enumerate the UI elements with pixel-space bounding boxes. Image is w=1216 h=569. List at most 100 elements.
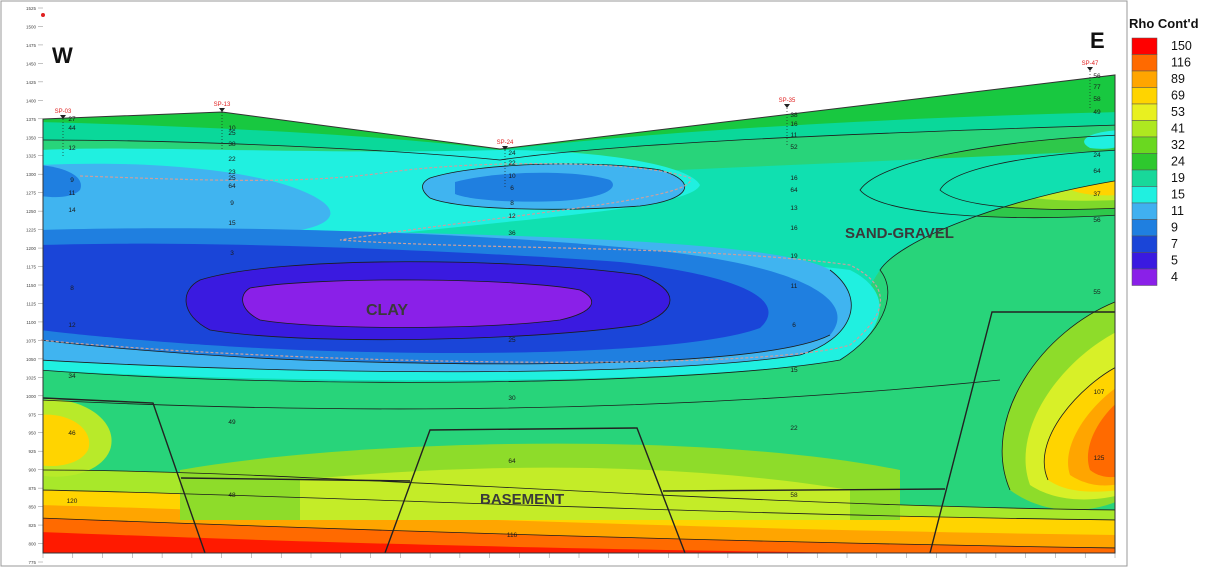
legend-level-label: 116 xyxy=(1171,56,1191,70)
contour-value-label: 44 xyxy=(68,125,76,132)
elevation-tick-label: 1275 xyxy=(26,191,37,196)
contour-value-label: 25 xyxy=(508,337,516,344)
legend-level-label: 32 xyxy=(1171,138,1185,152)
station-label: SP-35 xyxy=(779,98,796,104)
contour-value-label: 58 xyxy=(1093,96,1101,103)
contour-value-label: 11 xyxy=(791,283,798,290)
legend-swatch xyxy=(1131,37,1158,55)
elevation-tick-label: 1200 xyxy=(26,246,37,251)
elevation-tick-label: 850 xyxy=(28,505,36,510)
contour-value-label: 36 xyxy=(508,230,516,237)
legend-swatch xyxy=(1131,153,1158,171)
station-label: SP-03 xyxy=(55,109,72,115)
legend-swatch xyxy=(1131,54,1158,72)
contour-value-label: 77 xyxy=(1093,84,1101,91)
legend-swatch xyxy=(1131,186,1158,204)
contour-value-label: 27 xyxy=(68,116,76,123)
station-label: SP-13 xyxy=(214,102,231,108)
legend-level-label: 69 xyxy=(1171,89,1185,103)
region-label-basement: BASEMENT xyxy=(480,491,564,508)
contour-value-label: 25 xyxy=(228,130,236,137)
contour-value-label: 48 xyxy=(228,492,236,499)
contour-value-label: 107 xyxy=(1094,389,1105,396)
station-markers: SP-03 SP-13 SP-24 SP-35 SP-47 xyxy=(55,61,1099,188)
contour-value-label: 24 xyxy=(508,150,516,157)
contour-value-label: 14 xyxy=(68,207,76,214)
contour-value-label: 24 xyxy=(1093,152,1101,159)
station-marker-icon xyxy=(784,104,790,108)
legend-level-label: 11 xyxy=(1171,204,1184,218)
direction-west-label: W xyxy=(52,43,73,68)
elevation-tick-label: 1100 xyxy=(26,320,36,325)
elevation-tick-label: 775 xyxy=(28,560,36,565)
contour-value-label: 8 xyxy=(510,200,514,207)
legend-swatch xyxy=(1131,202,1158,220)
dashed-boundary-line xyxy=(39,163,881,363)
legend-swatch xyxy=(1131,120,1158,138)
contour-value-label: 64 xyxy=(508,458,516,465)
elevation-tick-label: 1150 xyxy=(26,283,36,288)
elevation-tick-label: 1125 xyxy=(26,301,36,306)
contour-value-label: 116 xyxy=(507,532,518,539)
elevation-tick-label: 1300 xyxy=(26,172,37,177)
origin-marker xyxy=(41,13,45,17)
legend-level-label: 89 xyxy=(1171,72,1185,86)
legend-swatch xyxy=(1131,219,1158,237)
elevation-tick-label: 1475 xyxy=(26,43,37,48)
elevation-axis: 1525 1500 1475 1450 1425 1400 1375 1350 1325 1300… xyxy=(26,6,43,565)
contour-value-label: 120 xyxy=(67,498,78,505)
elevation-tick-label: 1525 xyxy=(26,6,37,11)
contour-value-label: 16 xyxy=(790,121,798,128)
legend-swatch xyxy=(1131,169,1158,187)
station-label: SP-24 xyxy=(497,140,514,146)
legend-swatch xyxy=(1131,103,1158,121)
station-marker-icon xyxy=(1087,67,1093,71)
elevation-tick-label: 1225 xyxy=(26,228,37,233)
legend-level-label: 7 xyxy=(1171,237,1178,251)
region-label-clay: CLAY xyxy=(366,302,408,319)
contour-value-label: 12 xyxy=(68,145,76,152)
elevation-tick-label: 1400 xyxy=(26,98,37,103)
contour-value-label: 22 xyxy=(228,156,236,163)
contour-value-label: 49 xyxy=(1093,109,1101,116)
elevation-tick-label: 1325 xyxy=(26,154,37,159)
contour-value-label: 12 xyxy=(508,213,516,220)
contour-value-label: 25 xyxy=(228,175,236,182)
contour-value-label: 52 xyxy=(790,144,798,151)
legend-level-label: 19 xyxy=(1171,171,1185,185)
elevation-tick-label: 1025 xyxy=(26,375,37,380)
contour-value-label: 6 xyxy=(792,322,796,329)
contour-value-label: 23 xyxy=(228,169,236,176)
contour-body xyxy=(43,75,1115,553)
elevation-tick-label: 1000 xyxy=(26,394,37,399)
contour-lines xyxy=(43,124,1115,549)
elevation-tick-label: 1050 xyxy=(26,357,37,362)
legend-swatch xyxy=(1131,87,1158,105)
contour-value-label: 125 xyxy=(1094,455,1105,462)
contour-value-label: 22 xyxy=(790,425,798,432)
station-marker-icon xyxy=(502,146,508,150)
elevation-tick-label: 825 xyxy=(28,523,36,528)
contour-value-label: 16 xyxy=(790,175,798,182)
contour-value-label: 58 xyxy=(790,492,798,499)
legend-swatch xyxy=(1131,70,1158,88)
contour-value-label: 9 xyxy=(70,177,74,184)
elevation-tick-label: 1425 xyxy=(26,80,37,85)
legend-level-label: 41 xyxy=(1171,122,1185,136)
elevation-tick-label: 1375 xyxy=(26,117,37,122)
contour-value-label: 64 xyxy=(228,183,236,190)
contour-value-label: 55 xyxy=(1093,289,1101,296)
contour-value-label: 15 xyxy=(228,220,236,227)
contour-value-label: 46 xyxy=(68,430,76,437)
station-marker-icon xyxy=(219,108,225,112)
contour-value-label: 30 xyxy=(508,395,516,402)
region-label-sand-gravel: SAND-GRAVEL xyxy=(845,225,954,242)
contour-value-label: 10 xyxy=(508,173,516,180)
legend-level-label: 9 xyxy=(1171,221,1178,235)
contour-value-label: 64 xyxy=(790,187,798,194)
legend-swatch xyxy=(1131,268,1158,286)
distance-axis xyxy=(42,553,1116,558)
contour-value-label: 34 xyxy=(68,373,76,380)
contour-value-label: 56 xyxy=(1093,217,1101,224)
contour-value-label: 56 xyxy=(1093,73,1101,80)
